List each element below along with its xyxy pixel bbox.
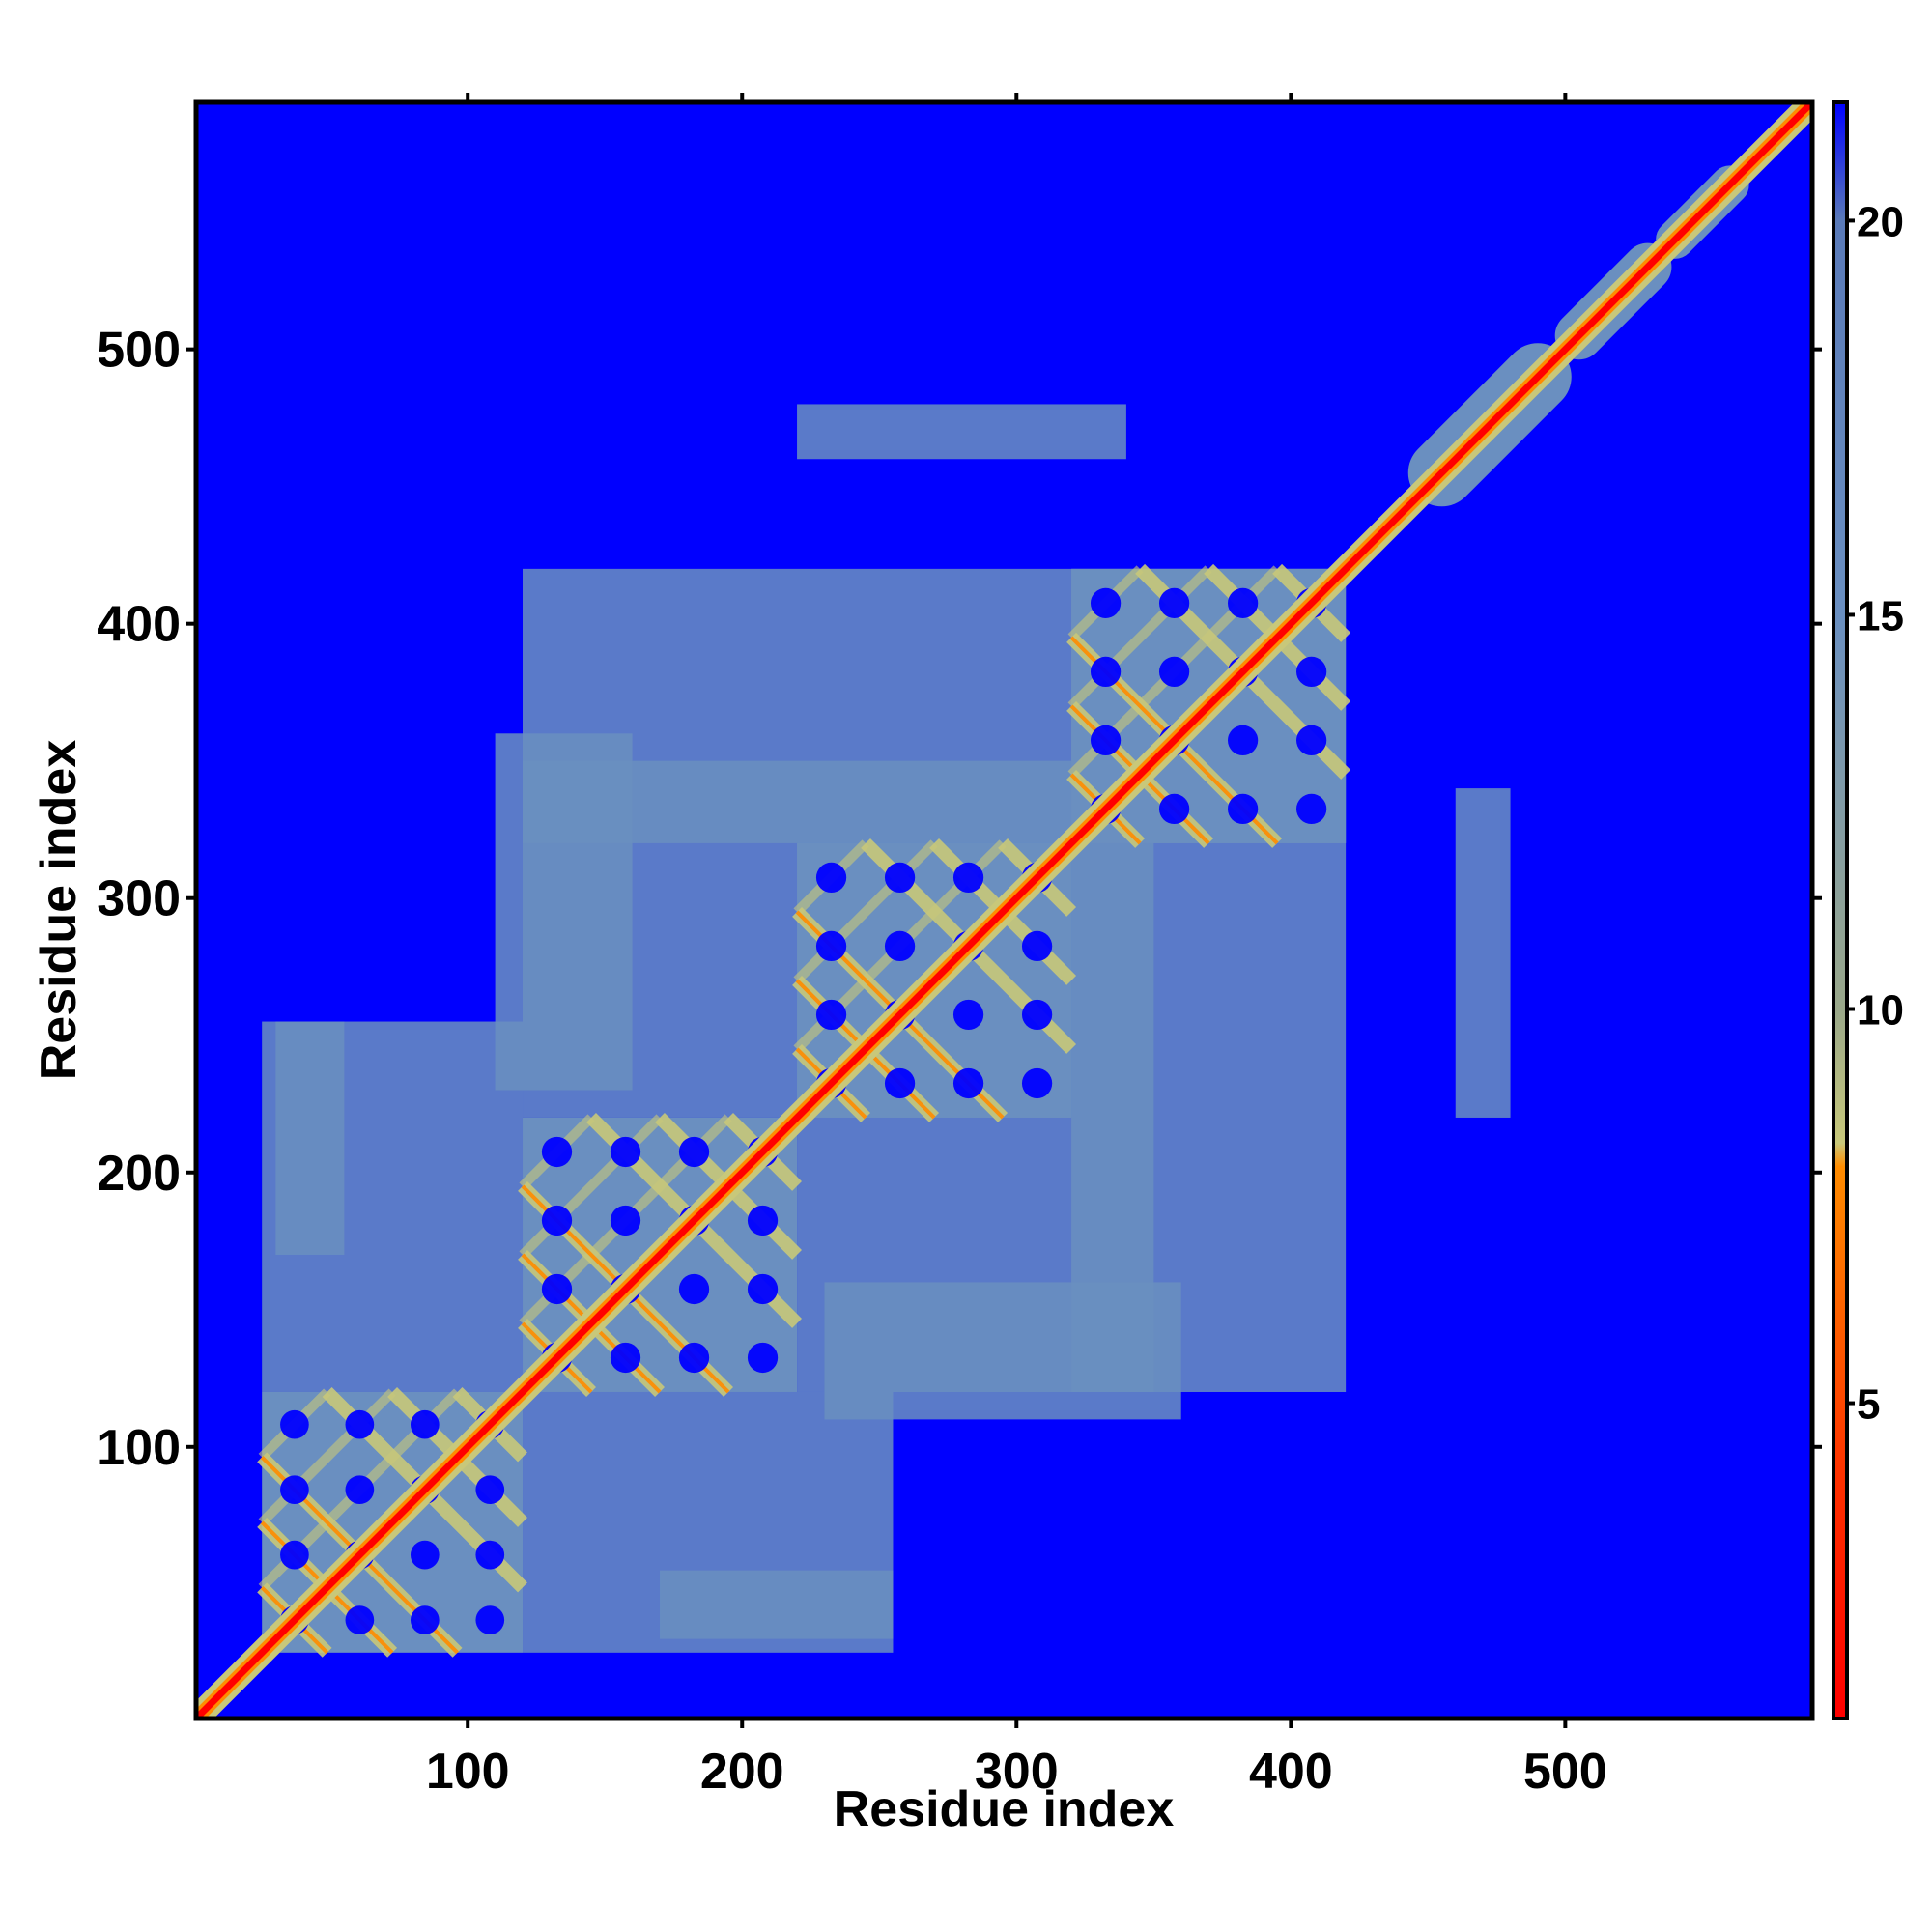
contact-gap bbox=[678, 1273, 710, 1305]
contact-line bbox=[258, 1388, 396, 1526]
colorbar-tick-label: 15 bbox=[1857, 592, 1904, 639]
x-tick-label: 500 bbox=[1523, 1744, 1607, 1800]
y-tick-label: 400 bbox=[97, 597, 181, 653]
contact-gap bbox=[1227, 587, 1259, 618]
contact-gap bbox=[815, 862, 847, 894]
y-axis-title: Residue index bbox=[31, 740, 87, 1081]
contact-patch bbox=[660, 1570, 894, 1639]
contact-gap bbox=[345, 1409, 375, 1439]
contact-gap bbox=[475, 1475, 505, 1505]
colorbar-bar bbox=[1832, 100, 1849, 1720]
heatmap-cells bbox=[196, 102, 1812, 1719]
contact-gap bbox=[610, 1342, 641, 1374]
contact-gap bbox=[884, 1067, 916, 1099]
contact-patch bbox=[824, 1282, 1181, 1420]
contact-gap bbox=[1090, 724, 1122, 756]
contact-gap bbox=[610, 1136, 641, 1168]
contact-gap bbox=[747, 1205, 779, 1236]
contact-gap bbox=[1296, 724, 1327, 756]
contact-patch bbox=[275, 1021, 345, 1255]
contact-gap bbox=[475, 1605, 505, 1634]
contact-gap bbox=[952, 862, 984, 894]
colorbar-tick-label: 10 bbox=[1857, 987, 1904, 1035]
contact-gap bbox=[1158, 656, 1190, 688]
x-tick-label: 200 bbox=[700, 1744, 784, 1800]
contact-gap bbox=[747, 1273, 779, 1305]
contact-gap bbox=[541, 1205, 573, 1236]
contact-gap bbox=[1090, 656, 1122, 688]
contact-patch bbox=[797, 404, 1126, 460]
contact-gap bbox=[1090, 587, 1122, 618]
contact-gap bbox=[1021, 930, 1053, 962]
contact-gap bbox=[1158, 587, 1190, 618]
contact-gap bbox=[1227, 793, 1259, 825]
contact-gap bbox=[1296, 793, 1327, 825]
contact-gap bbox=[541, 1273, 573, 1305]
colorbar-tick-label: 5 bbox=[1857, 1381, 1880, 1429]
contact-gap bbox=[952, 1067, 984, 1099]
contact-gap bbox=[747, 1342, 779, 1374]
contact-gap bbox=[952, 999, 984, 1031]
contact-line bbox=[793, 839, 938, 984]
y-axis: 100 200 300 400 500 bbox=[97, 323, 1822, 1476]
contact-gap bbox=[345, 1475, 375, 1505]
y-tick-label: 200 bbox=[97, 1146, 181, 1202]
heatmap-layer bbox=[196, 102, 1812, 1719]
contact-patch bbox=[495, 733, 633, 1091]
contact-patch bbox=[1455, 788, 1511, 1118]
x-tick-label: 400 bbox=[1249, 1744, 1333, 1800]
y-tick-label: 300 bbox=[97, 871, 181, 927]
contact-gap bbox=[410, 1540, 440, 1570]
y-tick-label: 500 bbox=[97, 323, 181, 379]
colorbar-tick-label: 20 bbox=[1857, 198, 1904, 245]
contact-gap bbox=[1021, 1067, 1053, 1099]
diagonal-core bbox=[196, 102, 1812, 1719]
x-tick-label: 100 bbox=[426, 1744, 510, 1800]
contact-gap bbox=[884, 930, 916, 962]
contact-gap bbox=[815, 999, 847, 1031]
contact-gap bbox=[541, 1136, 573, 1168]
contact-gap bbox=[610, 1205, 641, 1236]
plot-frame bbox=[193, 99, 1815, 1721]
contact-gap bbox=[410, 1605, 440, 1634]
colorbar: 5 10 15 20 bbox=[1832, 100, 1904, 1720]
contact-gap bbox=[884, 862, 916, 894]
contact-line bbox=[519, 1114, 664, 1259]
contact-gap bbox=[1227, 724, 1259, 756]
contact-gap bbox=[475, 1540, 505, 1570]
contact-gap bbox=[280, 1475, 309, 1505]
contact-gap bbox=[1158, 793, 1190, 825]
contact-gap bbox=[1296, 656, 1327, 688]
contact-line bbox=[1067, 565, 1212, 710]
contact-gap bbox=[678, 1136, 710, 1168]
y-tick-label: 100 bbox=[97, 1420, 181, 1476]
x-axis: 100 200 300 400 500 bbox=[426, 93, 1607, 1800]
contact-gap bbox=[1021, 999, 1053, 1031]
contact-gap bbox=[280, 1540, 309, 1570]
contact-gap bbox=[280, 1409, 309, 1439]
x-axis-title: Residue index bbox=[834, 1781, 1175, 1837]
x-tick-label: 300 bbox=[975, 1744, 1059, 1800]
contact-gap bbox=[345, 1605, 375, 1634]
contact-gap bbox=[410, 1409, 440, 1439]
contact-gap bbox=[815, 930, 847, 962]
contact-gap bbox=[678, 1342, 710, 1374]
